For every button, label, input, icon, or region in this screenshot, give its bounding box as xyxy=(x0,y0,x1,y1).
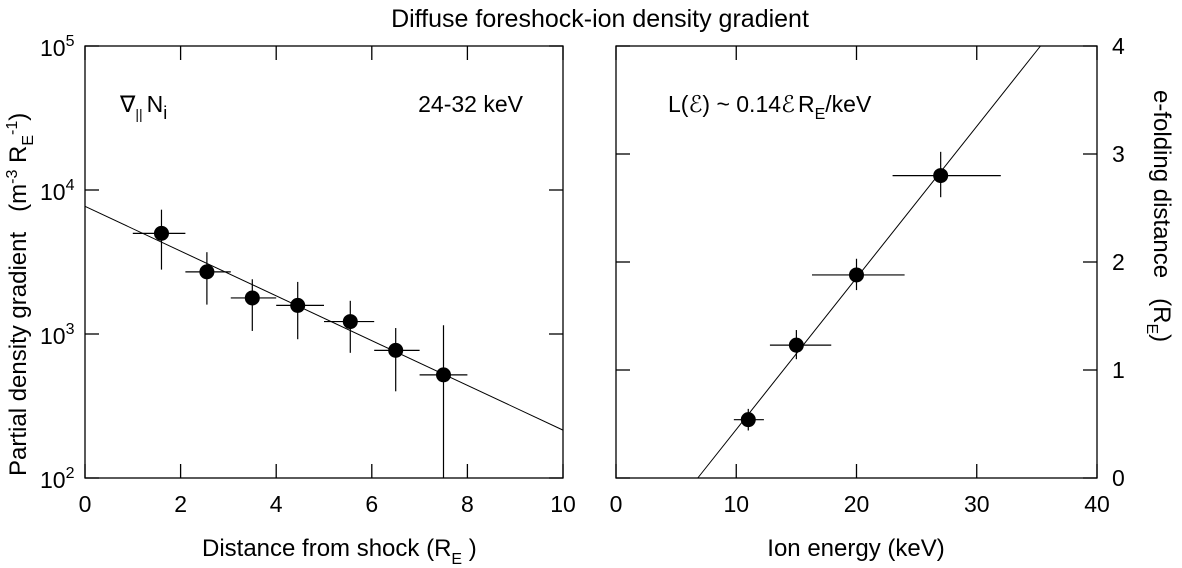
left-data-point xyxy=(374,328,420,392)
right-xtick-label: 0 xyxy=(610,491,623,517)
right-y-axis-label: e-folding distance (RE) xyxy=(1143,90,1175,342)
right-ytick-label: 0 xyxy=(1112,465,1125,491)
right-xtick-label: 20 xyxy=(844,491,870,517)
right-marker xyxy=(933,168,949,184)
left-xtick-label: 10 xyxy=(550,491,576,517)
left-data-points xyxy=(132,209,468,478)
right-data-point xyxy=(892,151,1001,198)
right-ytick-label: 1 xyxy=(1112,357,1125,383)
left-x-axis-label: Distance from shock (RE ) xyxy=(202,535,477,568)
right-data-point xyxy=(733,408,764,431)
right-data-point xyxy=(769,330,832,360)
right-marker xyxy=(788,337,804,353)
left-xtick-label: 4 xyxy=(270,491,283,517)
left-xtick-label: 8 xyxy=(461,491,474,517)
left-annotation-energy-range: 24-32 keV xyxy=(418,91,524,117)
right-ytick-label: 2 xyxy=(1112,249,1125,275)
left-panel: 0 2 4 6 8 10 102 103 104 105 Distance from sh… xyxy=(4,33,576,568)
left-data-point xyxy=(132,209,186,270)
left-ytick-label: 103 xyxy=(40,321,75,349)
right-ticks xyxy=(615,45,1098,479)
left-tick-labels: 0 2 4 6 8 10 xyxy=(79,491,576,517)
left-ytick-label: 104 xyxy=(40,177,75,205)
right-fit-line xyxy=(697,45,1041,479)
right-annotation-fit: L(ℰ) ~ 0.14ℰ RE/keV xyxy=(668,91,872,123)
left-data-point xyxy=(185,252,231,305)
left-marker xyxy=(436,367,451,383)
left-data-point xyxy=(324,300,375,353)
left-xtick-label: 2 xyxy=(174,491,187,517)
left-marker xyxy=(342,314,358,330)
left-xtick-label: 0 xyxy=(79,491,92,517)
left-marker xyxy=(244,290,260,306)
figure-title: Diffuse foreshock-ion density gradient xyxy=(391,5,809,33)
left-data-point xyxy=(276,281,324,340)
left-data-point xyxy=(230,279,277,331)
left-marker xyxy=(153,225,169,241)
left-marker xyxy=(388,342,404,358)
right-xtick-label: 30 xyxy=(964,491,990,517)
left-xtick-label: 6 xyxy=(365,491,378,517)
right-xtick-label: 10 xyxy=(723,491,749,517)
left-marker xyxy=(290,297,306,313)
right-marker xyxy=(740,412,756,428)
right-x-axis-label: Ion energy (keV) xyxy=(767,535,944,562)
right-ytick-label: 3 xyxy=(1112,141,1125,167)
left-ticks xyxy=(84,45,564,479)
left-y-axis-label: Partial density gradient (m-3 RE-1) xyxy=(4,113,37,476)
right-data-point xyxy=(812,258,905,291)
left-ytick-label: 105 xyxy=(40,33,75,61)
right-ytick-label: 4 xyxy=(1112,33,1125,59)
left-plot-frame xyxy=(84,45,564,479)
right-data-points xyxy=(733,151,1001,431)
right-marker xyxy=(849,267,864,283)
left-fit-line xyxy=(84,205,564,431)
left-marker xyxy=(199,264,215,280)
right-xtick-label: 40 xyxy=(1084,491,1110,517)
left-ytick-label: 102 xyxy=(40,465,75,493)
left-data-point xyxy=(419,325,468,478)
left-annotation-gradient: ∇|| Ni xyxy=(119,91,167,123)
